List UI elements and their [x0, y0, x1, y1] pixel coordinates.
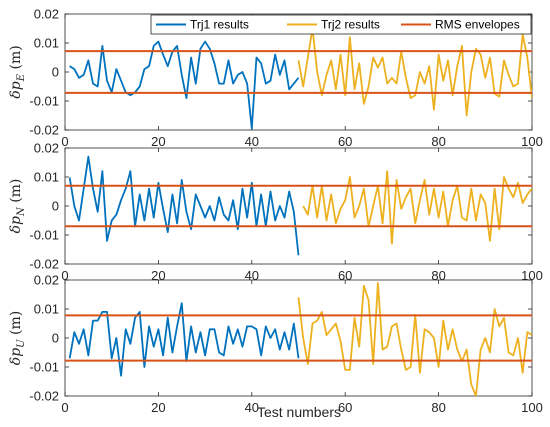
y-tick-label: -0.02 [29, 123, 59, 138]
y-tick-label: 0 [52, 65, 59, 80]
axes-box [64, 147, 533, 265]
y-tick-label: 0.01 [34, 36, 59, 51]
series-line-trj1 [68, 302, 300, 377]
series-line-trj1 [69, 40, 300, 130]
y-axis-label-symbol: δp [8, 348, 24, 365]
x-tick-label: 0 [61, 134, 68, 149]
y-axis-label-subscript: U [16, 339, 27, 348]
y-axis-label: δpN (m) [8, 179, 27, 234]
legend-label-2: Trj2 results [321, 18, 380, 32]
subplot-1: -0.02 -0.01 0 0.01 0.02 0 20 40 60 80 100 δpE (m) Tr… [8, 7, 543, 150]
y-axis-label-unit: (m) [8, 311, 24, 340]
plot-data [65, 155, 532, 256]
x-tick-label: 20 [151, 268, 165, 283]
y-axis-label-subscript: N [16, 206, 27, 217]
series-line-trj1 [68, 155, 300, 256]
x-axis-label: Test numbers [257, 404, 341, 420]
y-tick-label: 0.02 [34, 7, 59, 22]
y-tick-label: -0.01 [29, 94, 59, 109]
subplot-3: -0.02 -0.01 0 0.01 0.02 0 20 40 60 80 100 δpU (m) [8, 273, 543, 416]
x-tick-label: 40 [245, 400, 259, 415]
series-line-trj2 [302, 170, 532, 245]
subplot-2: -0.02 -0.01 0 0.01 0.02 0 20 40 60 80 100 δpN (m) [8, 141, 543, 284]
plot-data [65, 27, 532, 130]
x-tick-label: 100 [521, 400, 543, 415]
y-axis-label-subscript: E [16, 73, 27, 82]
y-tick-label: 0.01 [34, 170, 59, 185]
legend-label-1: Trj1 results [190, 18, 249, 32]
x-tick-label: 80 [431, 400, 445, 415]
x-tick-label: 40 [245, 134, 259, 149]
x-tick-label: 0 [61, 400, 68, 415]
series-line-trj2 [297, 27, 532, 117]
y-tick-label: 0 [52, 199, 59, 214]
y-tick-label: 0 [52, 331, 59, 346]
x-tick-label: 0 [61, 268, 68, 283]
legend: Trj1 results Trj2 results RMS envelopes [150, 14, 532, 35]
y-axis-label-unit: (m) [8, 179, 24, 208]
y-axis-label-unit: (m) [8, 45, 24, 74]
y-tick-label: 0.02 [34, 141, 59, 156]
y-tick-label: -0.01 [29, 228, 59, 243]
legend-box [150, 14, 532, 35]
y-tick-label: 0.01 [34, 302, 59, 317]
x-tick-label: 20 [151, 134, 165, 149]
y-tick-label: -0.01 [29, 360, 59, 375]
x-tick-label: 100 [521, 268, 543, 283]
x-tick-label: 40 [245, 268, 259, 283]
x-tick-label: 60 [338, 400, 352, 415]
x-tick-label: 60 [338, 134, 352, 149]
y-axis-label: δpU (m) [8, 311, 27, 365]
y-axis-label-symbol: δp [8, 81, 24, 98]
y-tick-label: -0.02 [29, 389, 59, 404]
x-tick-label: 60 [338, 268, 352, 283]
x-tick-label: 20 [151, 400, 165, 415]
y-axis-label: δpE (m) [8, 45, 27, 98]
legend-label-3: RMS envelopes [435, 18, 520, 32]
x-tick-label: 80 [431, 134, 445, 149]
y-tick-label: 0.02 [34, 273, 59, 288]
x-tick-label: 80 [431, 268, 445, 283]
y-axis-label-symbol: δp [8, 216, 24, 233]
plot-data [65, 281, 532, 396]
x-tick-label: 100 [521, 134, 543, 149]
y-tick-label: -0.02 [29, 257, 59, 272]
